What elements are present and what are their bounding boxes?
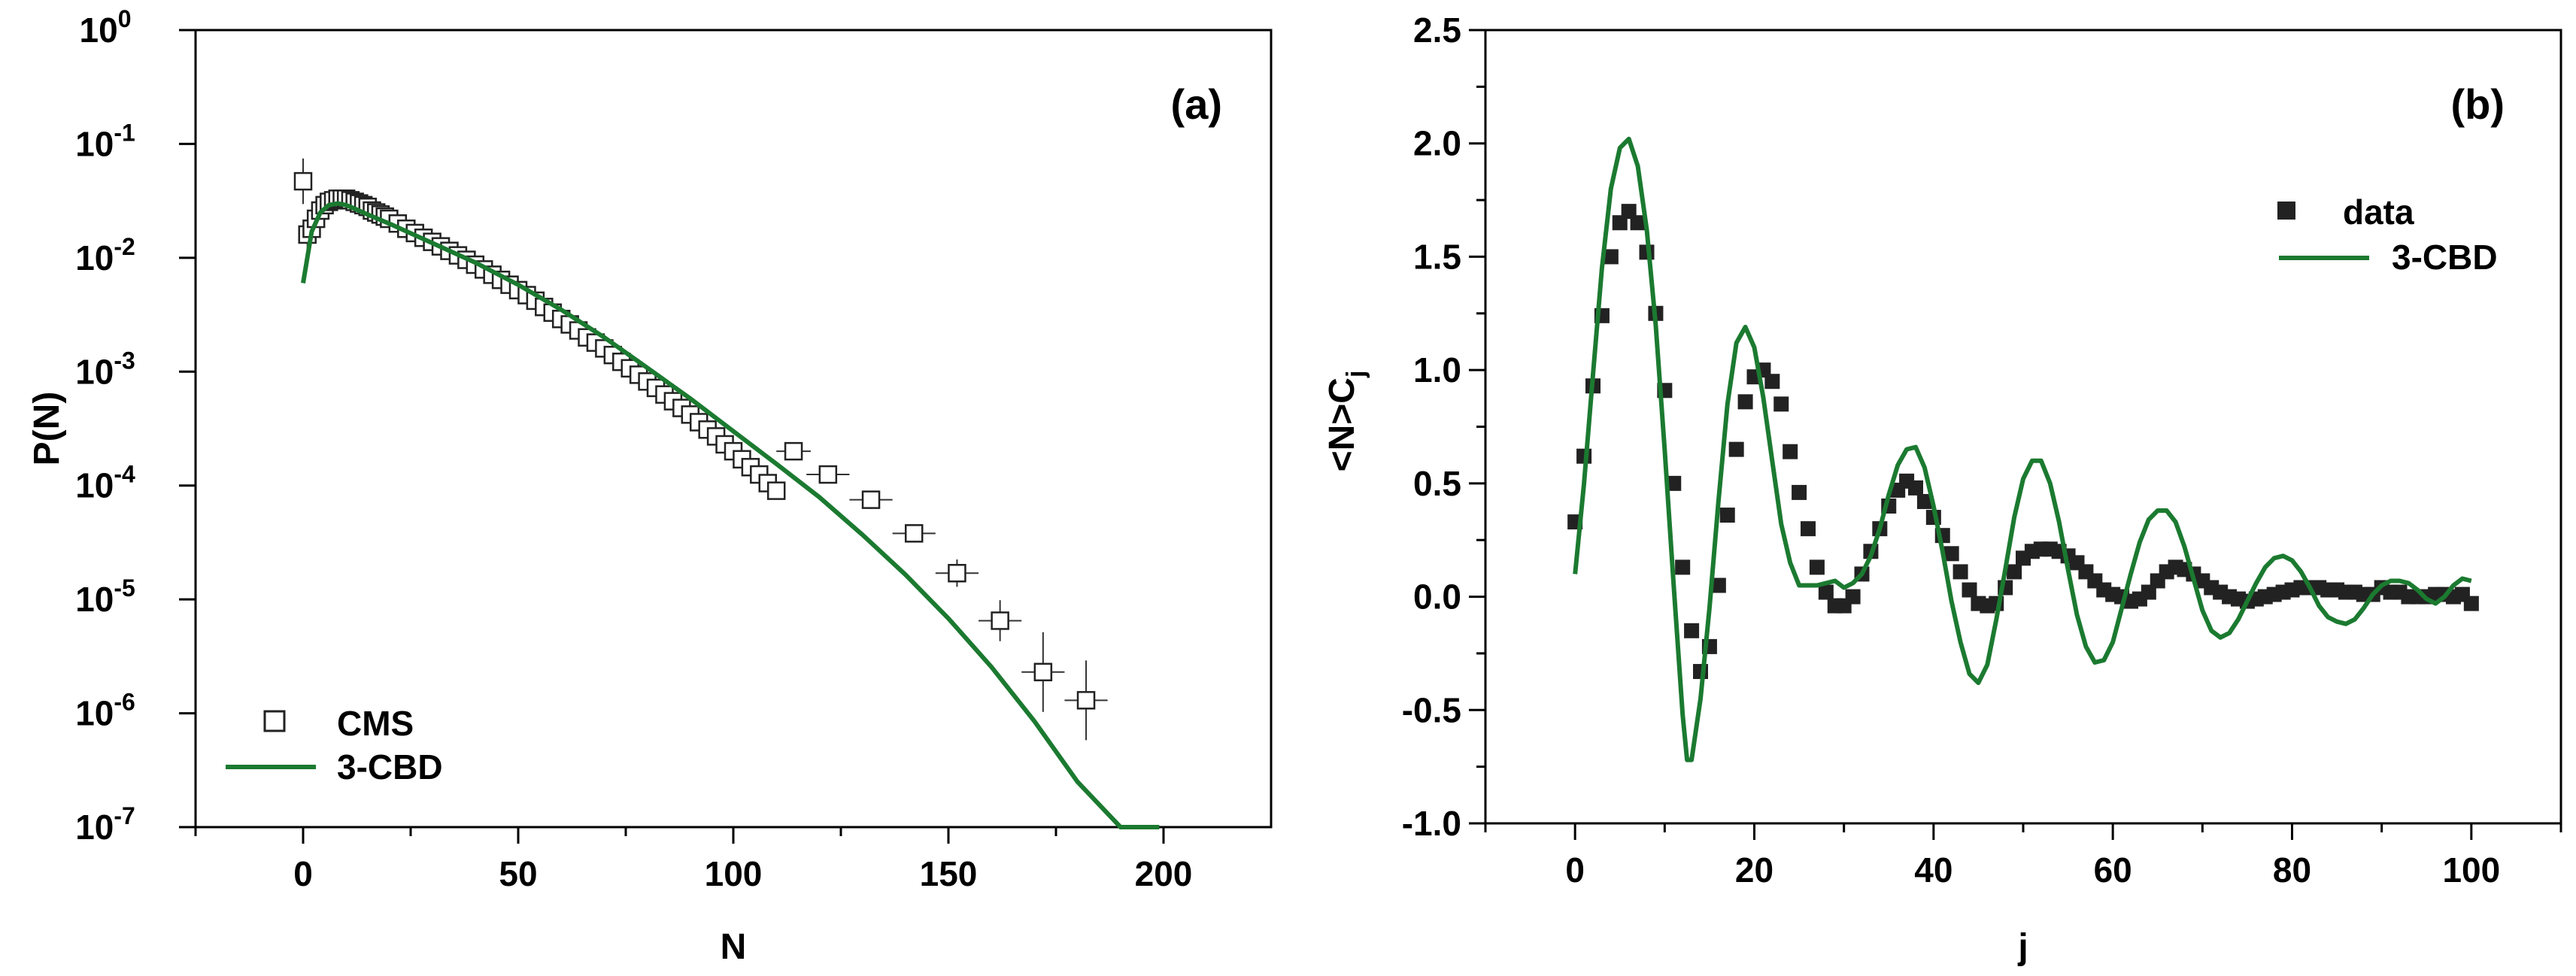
cms-point: [818, 465, 838, 484]
panel-a-y-tick-label: 10-1: [75, 119, 135, 163]
panel-a-y-tick-label: 10-3: [75, 347, 135, 391]
panel-b-y-axis-title: <N>Cj: [1322, 371, 1370, 472]
cms-point: [861, 490, 881, 509]
data-point: [1630, 215, 1646, 231]
panel-b-x-tick-label: 80: [2273, 850, 2311, 890]
panel-b-fit-line: [1573, 136, 2472, 762]
panel-a-y-tick-label: 10-6: [75, 689, 135, 733]
panel-a-label: (a): [1171, 80, 1222, 128]
data-point: [1737, 394, 1753, 410]
legend-3cbd-a-label: 3-CBD: [337, 747, 443, 787]
panel-b-y-axis: -1.0 -0.5 0.0 0.5 1.0 1.5 2.0 2.5: [1402, 11, 1485, 843]
panel-a-fit-line: [301, 201, 1160, 829]
panel-a-x-axis: 0 50 100 150 200: [194, 827, 1193, 893]
data-point: [1962, 582, 1977, 598]
panel-a-y-tick-label: 10-2: [75, 233, 135, 277]
data-point: [1719, 508, 1735, 523]
cms-point: [991, 611, 1009, 630]
panel-b-y-tick-label: 2.5: [1413, 11, 1461, 50]
data-point: [2463, 596, 2479, 611]
data-point: [1908, 480, 1923, 496]
panel-b-x-axis: 0 20 40 60 80 100: [1484, 823, 2562, 890]
data-point: [1845, 589, 1861, 605]
panel-b-label: (b): [2450, 80, 2505, 128]
cms-point: [784, 441, 803, 461]
panel-b-y-tick-label: 0.5: [1413, 464, 1461, 503]
data-point: [1728, 441, 1744, 457]
panel-a-y-tick-label: 10-5: [75, 574, 135, 619]
panel-b-y-tick-label: -0.5: [1402, 690, 1461, 729]
panel-a-y-tick-label: 10-7: [75, 802, 135, 847]
panel-b-y-axis-title-subscript: j: [1342, 371, 1370, 378]
legend-cms-label: CMS: [337, 704, 414, 743]
panel-b-y-tick-label: 1.5: [1413, 237, 1461, 276]
panel-a-cms-markers: [293, 158, 1108, 741]
cms-point: [1076, 691, 1096, 710]
panel-a-y-axis: 100 10-1 10-2 10-3 10-4 10-5 10-6 10-7: [75, 5, 196, 847]
legend-3cbd-b-label: 3-CBD: [2392, 238, 2498, 277]
data-point: [1916, 493, 1932, 509]
panel-b-frame: [1484, 29, 2562, 825]
panel-a: (a) 0 50 100 150 200 100 10-1 10-2 10-3 10-4 10-5…: [27, 5, 1273, 967]
data-point: [1666, 475, 1682, 491]
panel-b-x-tick-label: 60: [2094, 850, 2132, 890]
data-point: [1943, 546, 1959, 562]
cms-point: [948, 563, 966, 583]
fit-line-b: [1573, 136, 2472, 762]
panel-a-x-axis-title: N: [721, 927, 747, 967]
data-point: [1621, 204, 1637, 220]
data-point: [1675, 559, 1691, 575]
panel-a-y-tick-label: 10-4: [75, 461, 135, 505]
data-point: [1684, 623, 1700, 638]
legend-data-marker: [2277, 202, 2295, 220]
panel-b-x-axis-title: j: [2017, 927, 2028, 967]
panel-b-x-tick-label: 0: [1565, 850, 1585, 890]
data-point: [1809, 559, 1825, 575]
cms-point: [1033, 662, 1053, 682]
panel-a-x-tick-label: 150: [920, 854, 978, 893]
panel-a-x-tick-label: 100: [705, 854, 763, 893]
data-point: [1764, 374, 1780, 389]
fit-line-a: [301, 201, 1160, 829]
cms-point: [293, 171, 313, 191]
data-point: [2007, 564, 2022, 580]
panel-b-y-tick-label: -1.0: [1402, 804, 1461, 843]
panel-a-x-tick-label: 50: [499, 854, 537, 893]
data-point: [1792, 484, 1807, 500]
legend-data-label: data: [2343, 192, 2414, 232]
data-point: [1783, 444, 1798, 459]
data-point: [1603, 249, 1619, 265]
legend-cms-marker: [263, 710, 286, 732]
data-point: [1952, 564, 1968, 580]
data-point: [1773, 396, 1789, 412]
data-point: [1818, 584, 1834, 600]
panel-a-y-axis-title: P(N): [27, 392, 67, 466]
panel-b-y-tick-label: 0.0: [1413, 577, 1461, 617]
cms-point: [766, 481, 786, 500]
panel-a-x-tick-label: 0: [293, 854, 313, 893]
panel-b-y-axis-title-main: <N>C: [1322, 377, 1362, 471]
panel-b-y-tick-label: 1.0: [1413, 350, 1461, 389]
panel-b-legend: data 3-CBD: [2277, 192, 2498, 277]
data-point: [1612, 215, 1628, 231]
panel-b-x-tick-label: 40: [1914, 850, 1952, 890]
data-point: [1710, 577, 1726, 593]
cms-point: [904, 524, 924, 543]
panel-b-y-tick-label: 2.0: [1413, 124, 1461, 163]
panel-b-x-tick-label: 100: [2442, 850, 2500, 890]
data-point: [1801, 521, 1816, 537]
panel-a-x-tick-label: 200: [1135, 854, 1193, 893]
data-point: [2141, 584, 2156, 600]
panel-a-y-tick-label: 100: [80, 5, 132, 50]
panel-b-x-tick-label: 20: [1735, 850, 1773, 890]
panel-a-legend: CMS 3-CBD: [226, 704, 443, 787]
panel-b: (b) 0 20 40 60 80 100 -1.0 -0.5 0.0 0.5 1.0 1.5 2.0…: [1322, 11, 2562, 967]
panel-b-data-markers: [1567, 204, 2479, 680]
